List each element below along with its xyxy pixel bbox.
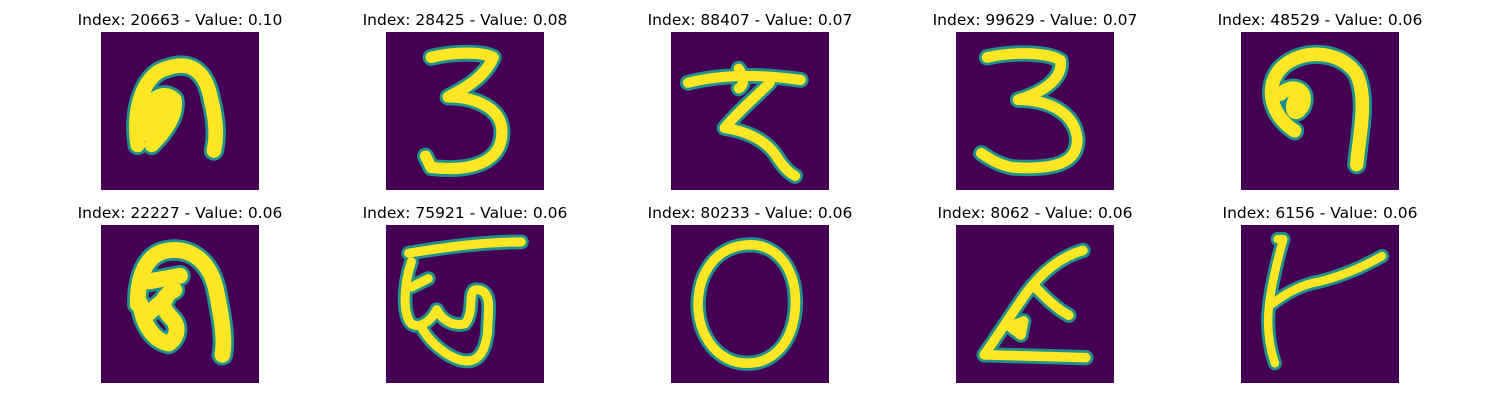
panel-9: Index: 8062 - Value: 0.06 [895,203,1175,388]
panel-title: Index: 22227 - Value: 0.06 [77,204,283,222]
digit-stroke [406,274,433,292]
digit-stroke [1004,316,1029,340]
panel-title: Index: 6156 - Value: 0.06 [1222,204,1418,222]
panel-2: Index: 28425 - Value: 0.08 [325,10,605,195]
digit-image [956,225,1114,383]
digit-stroke [979,349,1091,363]
panel-8: Index: 80233 - Value: 0.06 [610,203,890,388]
digit-image [671,32,829,190]
panel-title: Index: 75921 - Value: 0.06 [362,204,568,222]
panel-3: Index: 88407 - Value: 0.07 [610,10,890,195]
digit-stroke [129,242,232,363]
digit-stroke [979,245,1088,360]
digit-stroke [400,257,494,366]
digit-stroke [138,267,188,324]
digit-stroke [693,239,801,369]
digit-image [101,225,259,383]
digit-image [386,225,544,383]
panel-title: Index: 48529 - Value: 0.06 [1217,11,1423,29]
panel-1: Index: 20663 - Value: 0.10 [40,10,320,195]
digit-image [1241,32,1399,190]
digit-stroke [138,98,177,141]
digit-image [671,225,829,383]
panel-title: Index: 28425 - Value: 0.08 [362,11,568,29]
digit-image [956,32,1114,190]
panel-title: Index: 8062 - Value: 0.06 [937,204,1133,222]
digit-stroke [719,63,801,181]
digit-stroke [135,88,182,153]
panel-title: Index: 20663 - Value: 0.10 [77,11,283,29]
digit-stroke [128,58,224,158]
digit-stroke [1267,251,1387,309]
digit-stroke [419,47,508,175]
panel-title: Index: 88407 - Value: 0.07 [647,11,853,29]
digit-image [1241,225,1399,383]
digit-stroke [976,48,1083,174]
digit-stroke [1030,282,1074,321]
panel-5: Index: 48529 - Value: 0.06 [1180,10,1460,195]
panel-4: Index: 99629 - Value: 0.07 [895,10,1175,195]
digit-image [386,32,544,190]
panel-title: Index: 80233 - Value: 0.06 [647,204,853,222]
panel-7: Index: 75921 - Value: 0.06 [325,203,605,388]
digit-stroke [404,237,526,258]
digit-stroke [1273,81,1311,119]
digit-stroke [1264,47,1370,172]
digit-image [101,32,259,190]
panel-6: Index: 22227 - Value: 0.06 [40,203,320,388]
panel-title: Index: 99629 - Value: 0.07 [932,11,1138,29]
panel-10: Index: 6156 - Value: 0.06 [1180,203,1460,388]
